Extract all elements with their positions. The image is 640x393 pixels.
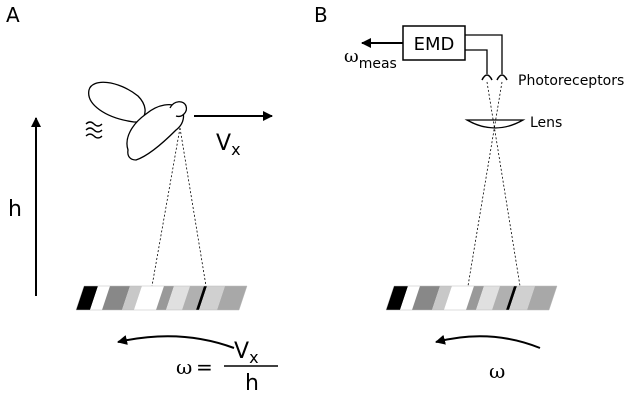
floor-stripe: [156, 286, 174, 310]
lens-label: Lens: [530, 115, 562, 131]
floor-stripe: [492, 286, 514, 310]
angular-velocity-arrow-b: [435, 334, 541, 349]
fraction-denominator: h: [245, 371, 259, 393]
omega-symbol-b: ω: [489, 359, 505, 383]
view-ray-right: [179, 127, 207, 287]
floor-stripe: [506, 286, 517, 310]
floor-stripe: [196, 286, 207, 310]
floor-stripe: [76, 286, 98, 310]
fly-illustration: [85, 81, 188, 161]
velocity-label: Vx: [216, 131, 241, 159]
view-ray-left: [151, 127, 181, 287]
floor-stripe: [432, 286, 452, 310]
floor-outline: [75, 285, 248, 311]
emd-label: EMD: [414, 34, 455, 55]
omega-symbol-a: ω: [176, 355, 192, 379]
photoreceptors-label: Photoreceptors: [518, 73, 624, 89]
floor-outline: [385, 285, 558, 311]
angular-velocity-arrow-a: [117, 335, 235, 349]
floor-stripe: [134, 286, 164, 310]
wing-motion-marks: [85, 121, 103, 139]
floor-stripe: [527, 286, 557, 310]
floor-stripe: [444, 286, 474, 310]
photoreceptor-left: [481, 74, 493, 81]
height-label: h: [8, 197, 22, 222]
fly-body: [126, 103, 185, 161]
panel-b: B EMD ωmeas Photoreceptors Lens ω: [314, 3, 624, 383]
floor-stripe: [122, 286, 142, 310]
floor-stripe: [466, 286, 484, 310]
lens: [464, 119, 526, 129]
floor-pattern-a: [75, 285, 248, 311]
panel-b-label: B: [314, 3, 328, 27]
fly-wing: [88, 81, 146, 123]
ray-left-receptor: [486, 81, 521, 287]
floor-stripe: [412, 286, 440, 310]
panel-a: A h Vx ω = Vx h: [6, 3, 278, 393]
wire-left: [465, 49, 488, 74]
floor-stripe: [102, 286, 130, 310]
omega-meas-label: ωmeas: [344, 46, 397, 72]
wire-right: [465, 34, 503, 74]
photoreceptor-right: [496, 74, 508, 81]
floor-stripe: [509, 286, 535, 310]
equals-sign: =: [196, 355, 213, 379]
floor-stripe: [90, 286, 110, 310]
floor-pattern-b: [385, 285, 558, 311]
floor-stripe: [182, 286, 204, 310]
floor-stripe: [199, 286, 225, 310]
fly-head: [169, 101, 188, 118]
fraction-numerator: Vx: [234, 339, 259, 367]
floor-stripe: [386, 286, 408, 310]
ray-right-receptor: [467, 81, 503, 287]
floor-stripe: [400, 286, 420, 310]
panel-a-label: A: [6, 3, 20, 27]
floor-stripe: [217, 286, 247, 310]
